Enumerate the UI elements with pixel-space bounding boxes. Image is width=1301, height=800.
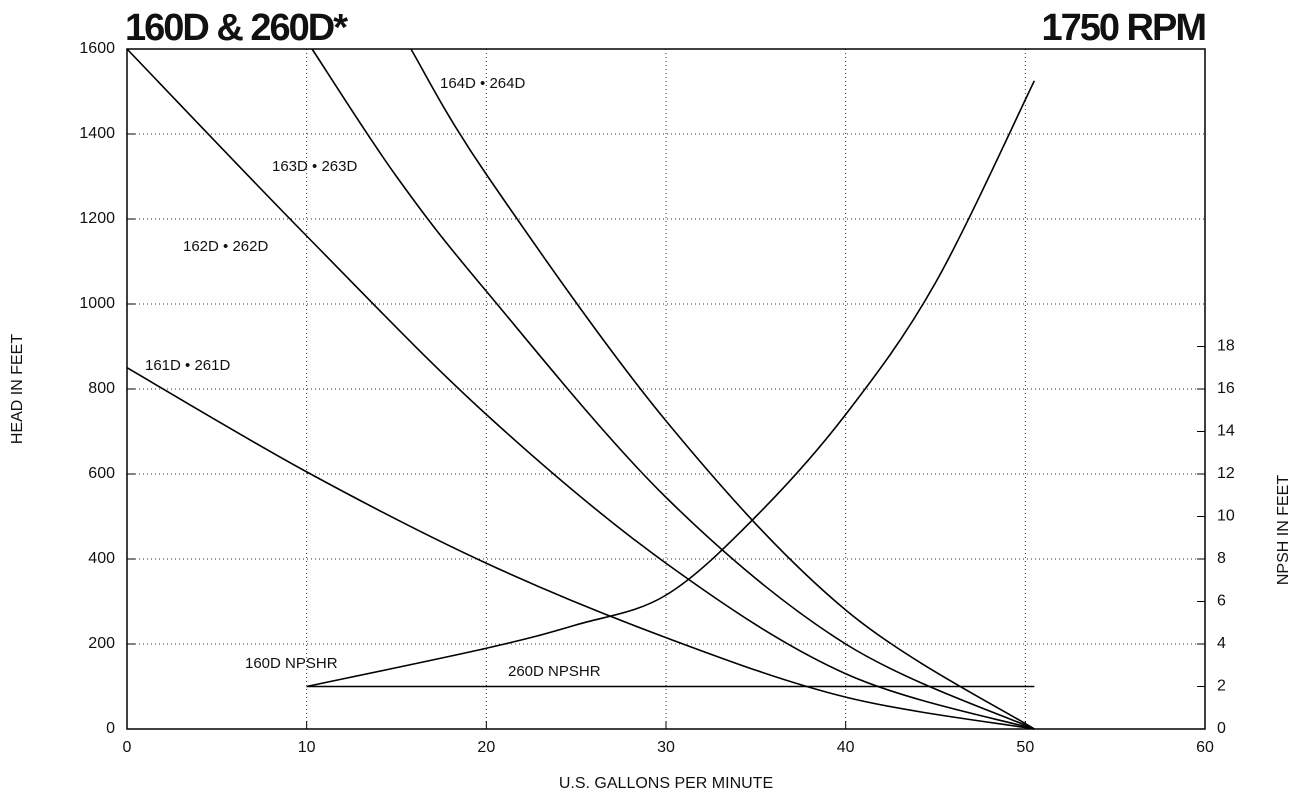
x-tick-label: 50 <box>1016 739 1034 756</box>
x-tick-label: 10 <box>298 739 316 756</box>
y2-tick-label: 18 <box>1217 338 1235 355</box>
series-label: 164D • 264D <box>440 75 525 92</box>
y2-tick-label: 12 <box>1217 465 1235 482</box>
y-tick-label: 1200 <box>79 210 115 227</box>
x-tick-label: 0 <box>123 739 132 756</box>
x-tick-label: 60 <box>1196 739 1214 756</box>
x-tick-label: 40 <box>837 739 855 756</box>
y-tick-label: 1400 <box>79 125 115 142</box>
series-label: 163D • 263D <box>272 158 357 175</box>
y2-tick-label: 0 <box>1217 720 1226 737</box>
x-axis-title: U.S. GALLONS PER MINUTE <box>559 775 773 792</box>
y2-tick-label: 10 <box>1217 508 1235 525</box>
line <box>306 80 1036 688</box>
y-tick-label: 200 <box>88 635 115 652</box>
chart-subtitle: 1750 RPM <box>1041 7 1205 49</box>
y-tick-label: 800 <box>88 380 115 397</box>
line <box>311 48 1035 730</box>
chart-title: 160D & 260D* <box>125 7 348 49</box>
y-tick-label: 600 <box>88 465 115 482</box>
y2-tick-label: 16 <box>1217 380 1235 397</box>
series-label: 160D NPSHR <box>245 655 338 672</box>
y2-tick-label: 2 <box>1217 678 1226 695</box>
y2-tick-label: 6 <box>1217 593 1226 610</box>
x-tick-label: 20 <box>477 739 495 756</box>
series-label: 161D • 261D <box>145 357 230 374</box>
y2-tick-label: 4 <box>1217 635 1226 652</box>
series-label: 260D NPSHR <box>508 663 601 680</box>
y-axis-title: HEAD IN FEET <box>9 334 26 444</box>
y2-tick-label: 8 <box>1217 550 1226 567</box>
y-tick-label: 400 <box>88 550 115 567</box>
plot-frame <box>126 48 1206 730</box>
x-tick-label: 30 <box>657 739 675 756</box>
y2-axis-title: NPSH IN FEET <box>1275 475 1292 585</box>
line <box>410 48 1035 730</box>
line <box>126 367 1035 730</box>
line <box>126 48 1035 730</box>
y-tick-label: 1600 <box>79 40 115 57</box>
y-tick-label: 1000 <box>79 295 115 312</box>
series-label: 162D • 262D <box>183 238 268 255</box>
y-tick-label: 0 <box>106 720 115 737</box>
y2-tick-label: 14 <box>1217 423 1235 440</box>
